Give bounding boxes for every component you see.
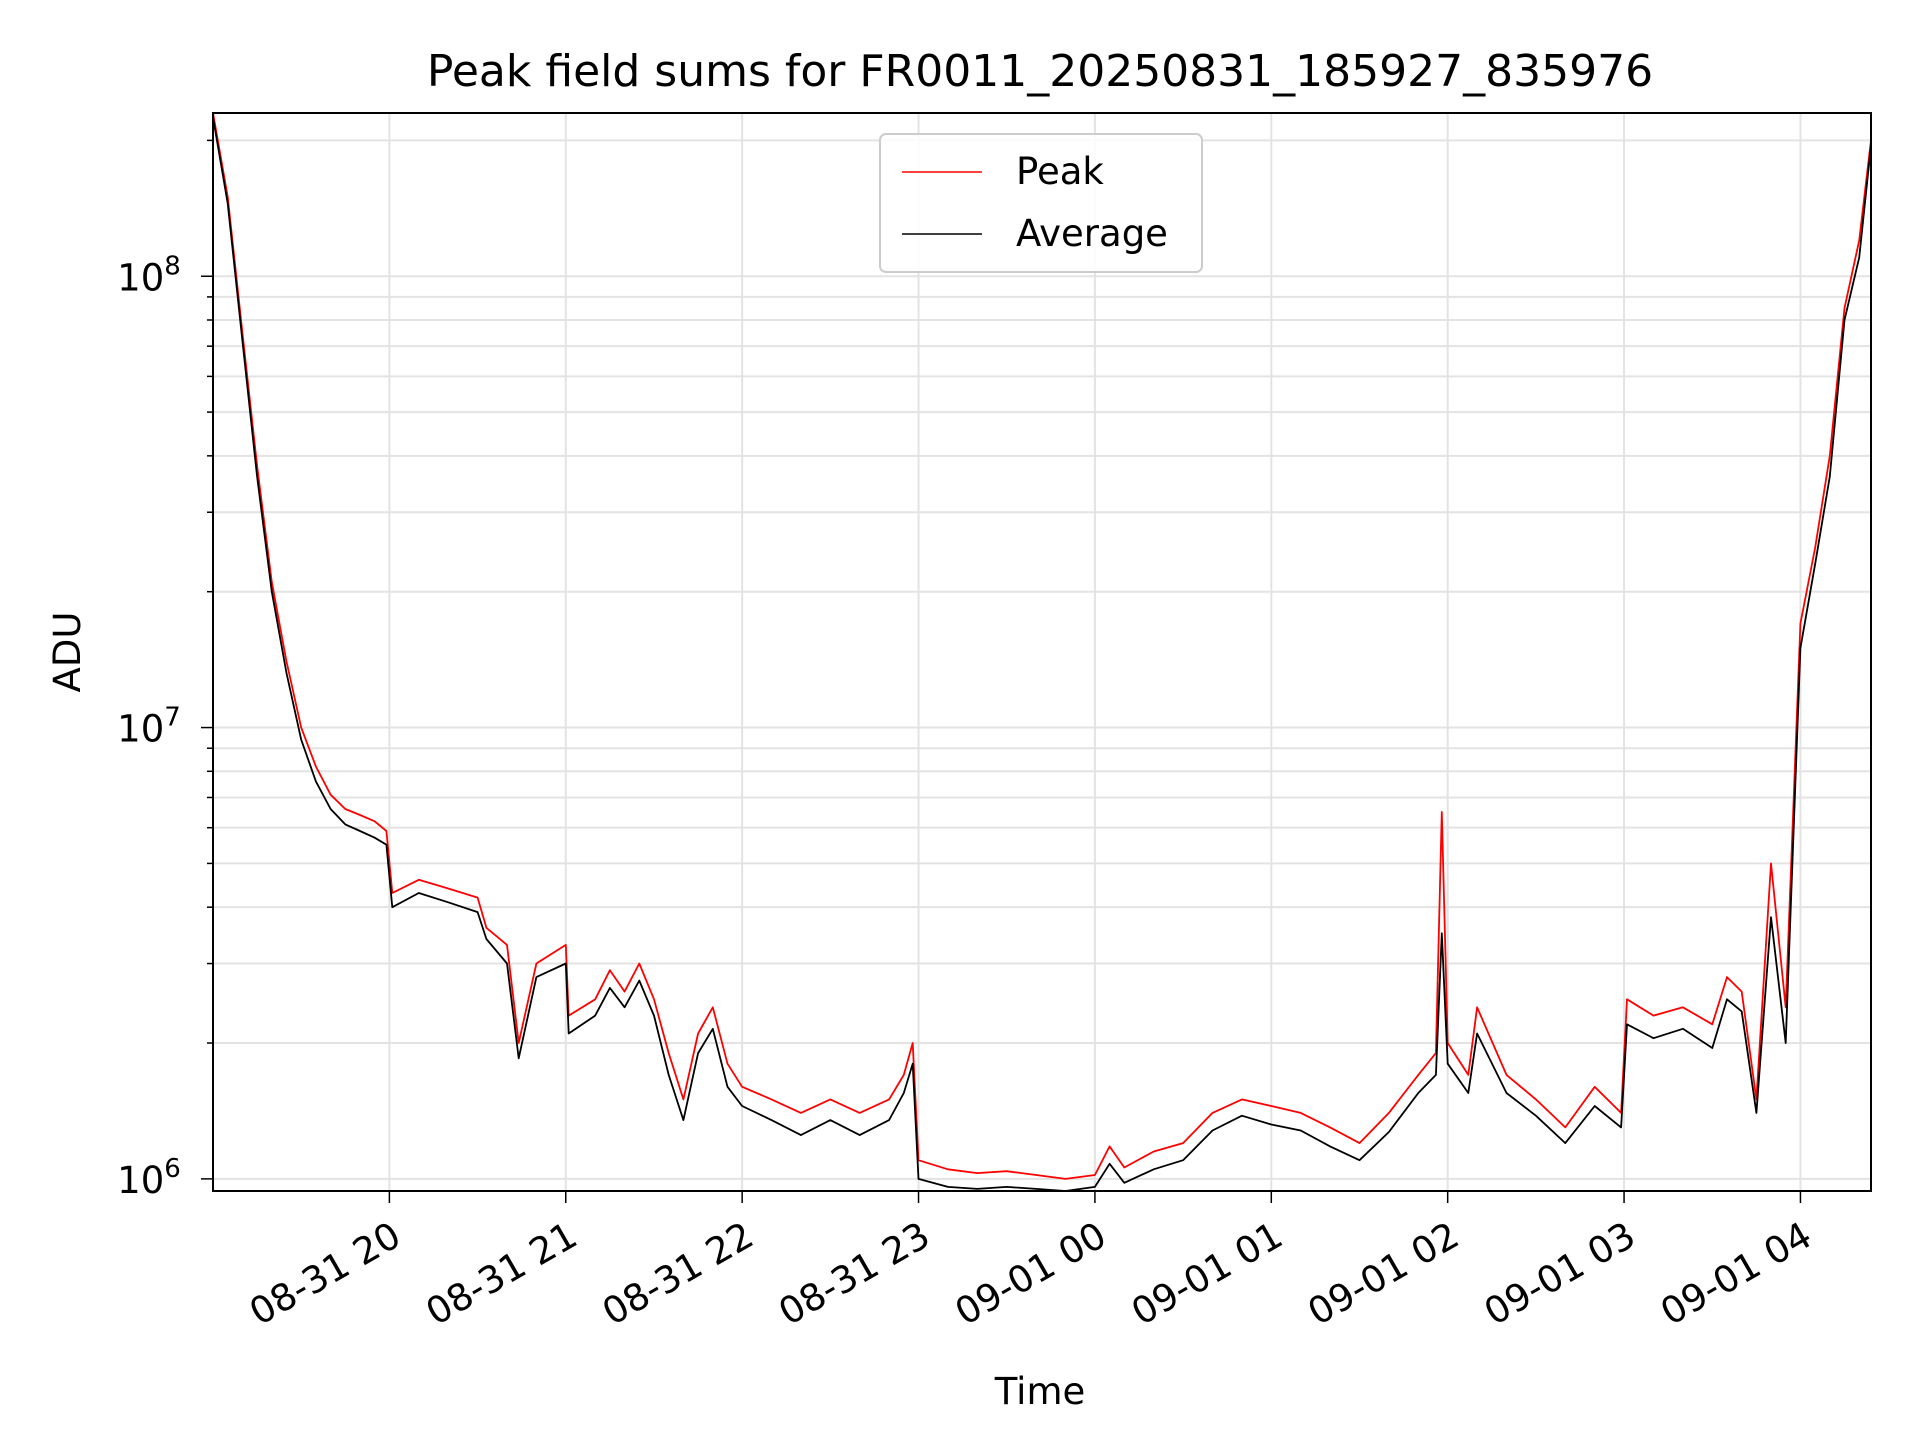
legend: Peak Average	[879, 133, 1203, 273]
y-tick-label: 107	[117, 703, 181, 751]
y-tick-base: 10	[117, 256, 164, 299]
series-lines	[212, 112, 1872, 1192]
y-axis-label: ADU	[46, 612, 89, 693]
y-tick-exponent: 8	[164, 251, 181, 281]
series-line-average	[212, 117, 1872, 1192]
y-tick-exponent: 7	[164, 703, 181, 733]
plot-frame	[212, 112, 1872, 1192]
y-tick-exponent: 6	[164, 1154, 181, 1184]
legend-label-peak: Peak	[1016, 150, 1104, 193]
chart-title: Peak field sums for FR0011_20250831_1859…	[427, 46, 1653, 97]
legend-box	[879, 133, 1203, 273]
grid-lines	[213, 113, 1871, 1191]
y-tick-base: 10	[117, 1159, 164, 1202]
legend-label-average: Average	[1016, 212, 1168, 255]
y-tick-base: 10	[117, 708, 164, 751]
series-line-peak	[212, 112, 1872, 1180]
y-tick-label: 108	[117, 251, 181, 299]
x-axis-label: Time	[994, 1370, 1086, 1413]
y-tick-label: 106	[117, 1154, 181, 1202]
